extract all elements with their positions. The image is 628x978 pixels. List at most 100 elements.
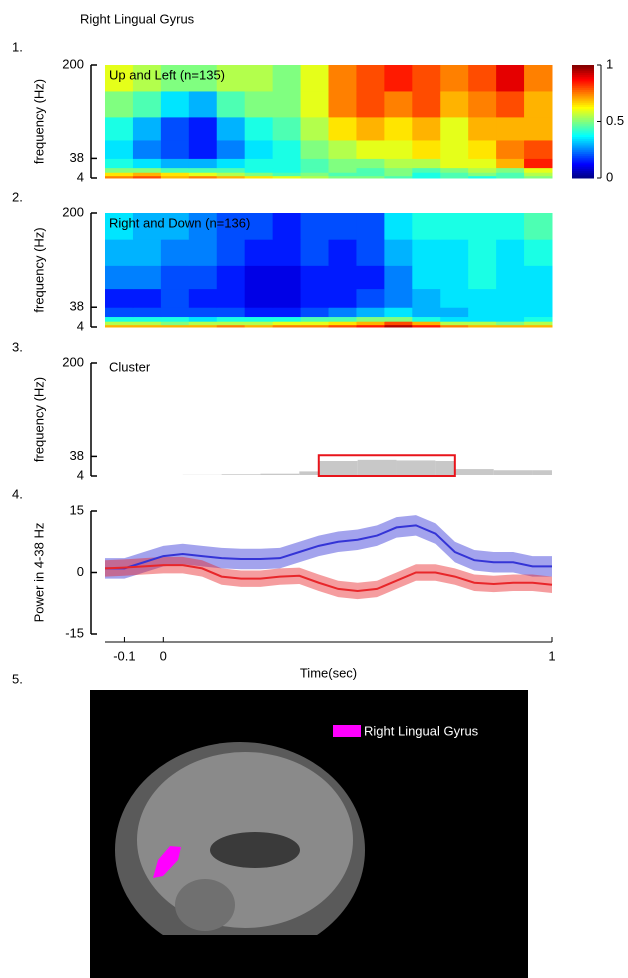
heatmap-cell xyxy=(300,167,329,173)
heatmap-cell xyxy=(496,90,525,118)
error-band xyxy=(105,515,552,579)
heatmap-cell xyxy=(188,265,218,290)
heatmap-cell xyxy=(384,321,413,326)
colorbar-segment xyxy=(572,172,594,175)
colorbar-segment xyxy=(572,65,594,68)
heatmap-cell xyxy=(132,239,162,266)
colorbar-segment xyxy=(572,115,594,119)
heatmap-cell xyxy=(244,116,274,141)
colorbar-segment xyxy=(572,112,594,115)
colorbar-segment xyxy=(572,91,594,94)
cluster-bar xyxy=(318,461,358,475)
series-line xyxy=(104,564,553,592)
heatmap-cell xyxy=(524,172,553,177)
y-tick-label: 38 xyxy=(70,448,84,463)
y-tick-label: 4 xyxy=(77,318,84,333)
colorbar-segment xyxy=(572,140,594,143)
colorbar-segment xyxy=(572,136,594,139)
heatmap-cell xyxy=(160,116,190,141)
heatmap-cell xyxy=(160,175,190,179)
heatmap-cell xyxy=(384,158,413,169)
colorbar-tick-label: 1 xyxy=(606,56,613,71)
colorbar-segment xyxy=(572,153,594,156)
y-axis-title: frequency (Hz) xyxy=(31,79,46,164)
heatmap-cell xyxy=(468,172,497,177)
heatmap-cell xyxy=(300,116,329,141)
heatmap-cell xyxy=(328,307,357,318)
heatmap-cell xyxy=(105,65,134,92)
heatmap-cell xyxy=(524,321,553,326)
panel-label: 4. xyxy=(12,486,23,501)
heatmap-cell xyxy=(496,65,525,92)
heatmap-cell xyxy=(300,158,329,169)
y-tick-label: 200 xyxy=(62,204,84,219)
heatmap-cell xyxy=(132,158,162,169)
heatmap-cell xyxy=(216,65,246,92)
heatmap-cell xyxy=(188,65,218,92)
colorbar-segment xyxy=(572,123,594,126)
heatmap-cell xyxy=(328,172,357,177)
colorbar-segment xyxy=(572,147,594,151)
heatmap-cell xyxy=(216,116,246,141)
heatmap-cell xyxy=(300,90,329,118)
colorbar-segment xyxy=(572,72,594,75)
colorbar-segment xyxy=(572,149,594,153)
heatmap-cell xyxy=(132,324,162,328)
heatmap-cell xyxy=(105,213,134,240)
heatmap-cell xyxy=(356,288,385,308)
heatmap-cell xyxy=(356,316,385,322)
colorbar-segment xyxy=(572,125,594,128)
heatmap-cell xyxy=(160,158,190,169)
colorbar-segment xyxy=(572,70,594,74)
colorbar-segment xyxy=(572,106,594,109)
heatmap-cell xyxy=(356,158,385,169)
heatmap-cell xyxy=(468,321,497,326)
colorbar-segment xyxy=(572,102,594,106)
cluster-bar xyxy=(357,459,397,475)
heatmap-cell xyxy=(412,316,441,322)
heatmap-cell xyxy=(524,65,553,92)
heatmap-cell xyxy=(384,139,413,159)
heatmap-cell xyxy=(468,213,497,240)
colorbar-segment xyxy=(572,95,594,98)
heatmap-cell xyxy=(300,321,329,326)
colorbar-segment xyxy=(572,87,594,90)
heatmap-cell xyxy=(244,324,274,328)
heatmap-cell xyxy=(524,324,553,328)
legend-label: Right Lingual Gyrus xyxy=(364,723,479,738)
heatmap-cell xyxy=(300,172,329,177)
heatmap-cell xyxy=(328,316,357,322)
colorbar-segment xyxy=(572,104,594,107)
heatmap-cell xyxy=(216,213,246,240)
colorbar-segment xyxy=(572,81,594,85)
heatmap-cell xyxy=(300,213,329,240)
heatmap-cell xyxy=(105,316,134,322)
heatmap-cell xyxy=(244,172,274,177)
heatmap-cell xyxy=(440,167,469,173)
heatmap-cell xyxy=(132,321,162,326)
heatmap-cell xyxy=(412,172,441,177)
heatmap-cell xyxy=(468,265,497,290)
heatmap-cell xyxy=(328,65,357,92)
colorbar-segment xyxy=(572,176,594,179)
heatmap-cell xyxy=(440,65,469,92)
colorbar-segment xyxy=(572,144,594,147)
heatmap-cell xyxy=(105,116,134,141)
heatmap-cell xyxy=(216,316,246,322)
heatmap-cell xyxy=(384,65,413,92)
cluster-bar xyxy=(299,471,319,475)
heatmap-cell xyxy=(356,321,385,326)
heatmap-cell xyxy=(496,288,525,308)
colorbar-segment xyxy=(572,78,594,81)
heatmap-cell xyxy=(300,288,329,308)
colorbar-segment xyxy=(572,170,594,173)
heatmap-cell xyxy=(468,158,497,169)
x-axis-title: Time(sec) xyxy=(300,665,357,680)
colorbar-segment xyxy=(572,66,594,70)
heatmap-cell xyxy=(328,175,357,179)
heatmap-cell xyxy=(188,307,218,318)
heatmap-cell xyxy=(244,65,274,92)
heatmap-cell xyxy=(412,158,441,169)
heatmap-cell xyxy=(244,321,274,326)
heatmap-cell xyxy=(440,265,469,290)
